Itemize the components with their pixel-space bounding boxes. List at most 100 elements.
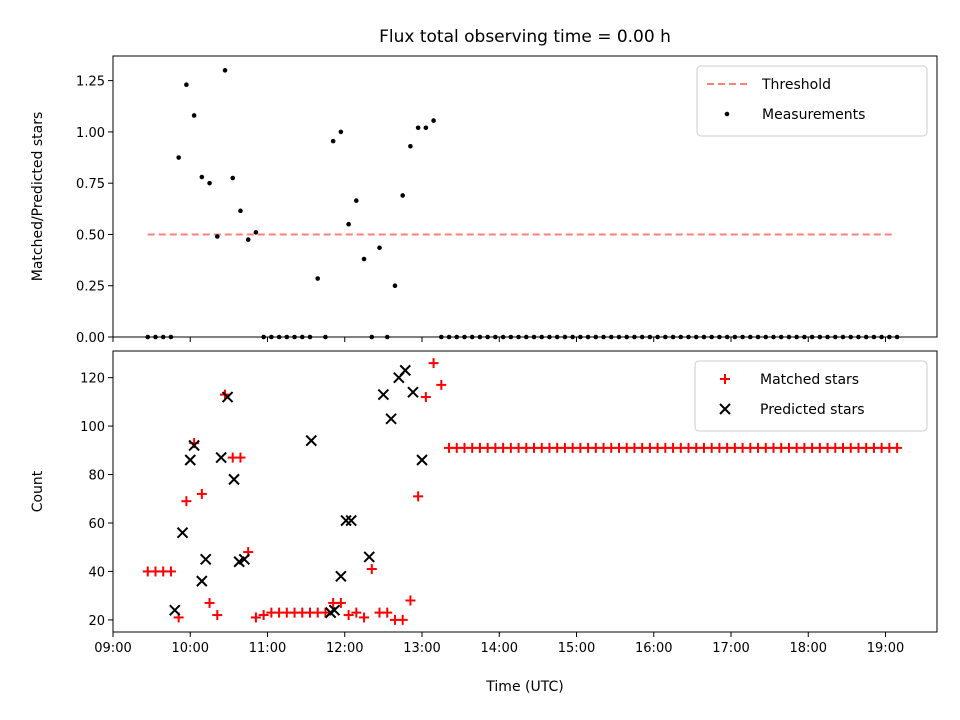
x-tick-label: 17:00 bbox=[712, 641, 749, 656]
predicted-star-point-d2 bbox=[196, 575, 208, 587]
matched-star-point bbox=[343, 610, 354, 621]
x-tick-label: 18:00 bbox=[790, 641, 827, 656]
legend-label: Predicted stars bbox=[760, 402, 865, 418]
measurement-point bbox=[199, 174, 205, 180]
predicted-star-point-d2 bbox=[416, 454, 428, 466]
predicted-star-point bbox=[385, 413, 397, 425]
matched-star-point bbox=[235, 452, 246, 463]
legend-label: Matched stars bbox=[760, 372, 859, 388]
legend-bottom: Matched stars Predicted stars bbox=[694, 360, 928, 432]
x-tick-label: 12:00 bbox=[326, 641, 363, 656]
predicted-star-point-d2 bbox=[305, 434, 317, 447]
measurement-point bbox=[176, 155, 181, 160]
predicted-star-point-d2 bbox=[328, 604, 341, 616]
matched-star-point bbox=[436, 379, 447, 390]
legend-swatch-d2 bbox=[719, 403, 731, 415]
matched-star-point bbox=[366, 564, 377, 575]
measurement-point bbox=[238, 208, 243, 214]
measurement-point bbox=[214, 234, 220, 239]
measurement-point bbox=[191, 113, 197, 118]
matched-star-point bbox=[892, 442, 903, 453]
predicted-star-point bbox=[176, 526, 189, 539]
predicted-star-point bbox=[363, 551, 375, 563]
matched-star-point bbox=[258, 610, 269, 621]
x-tick-label: 15:00 bbox=[558, 641, 595, 656]
y-tick-label: 0.00 bbox=[76, 331, 105, 346]
predicted-star-point bbox=[305, 434, 317, 447]
y-tick-label: 1.25 bbox=[76, 75, 105, 90]
measurement-point bbox=[400, 193, 405, 198]
y-tick-label: 120 bbox=[80, 372, 105, 387]
matched-star-point bbox=[382, 607, 393, 618]
y-axis-label-bottom: Count bbox=[30, 470, 46, 512]
plot-frame-top bbox=[112, 55, 938, 338]
matched-star-point bbox=[204, 597, 215, 608]
y-tick-label: 40 bbox=[88, 565, 105, 580]
measurement-point bbox=[253, 230, 259, 235]
y-tick-label: 0.75 bbox=[76, 177, 105, 192]
matched-star-point bbox=[428, 358, 439, 369]
measurement-point bbox=[330, 138, 336, 144]
matched-star-point bbox=[320, 607, 331, 618]
legend-label: Threshold bbox=[761, 77, 831, 93]
predicted-star-point-d2 bbox=[335, 570, 347, 582]
predicted-star-point bbox=[377, 388, 390, 401]
predicted-star-point-d2 bbox=[221, 391, 234, 403]
predicted-star-point bbox=[345, 514, 357, 527]
predicted-star-point-d2 bbox=[407, 386, 419, 398]
legend-swatch bbox=[720, 374, 730, 384]
y-tick-label: 80 bbox=[88, 469, 105, 484]
predicted-star-point bbox=[169, 604, 181, 616]
measurement-point bbox=[338, 129, 344, 135]
predicted-star-point bbox=[184, 454, 196, 466]
x-tick-label: 13:00 bbox=[403, 641, 440, 656]
predicted-star-point-d2 bbox=[399, 364, 411, 377]
predicted-star-point bbox=[188, 439, 200, 452]
chart-title: Flux total observing time = 0.00 h bbox=[379, 27, 671, 47]
bottom-panel: 09:00 10:00 11:00 12:00 13:00 14:00 15:00 16:00… bbox=[30, 350, 938, 656]
x-tick-label: 09:00 bbox=[94, 641, 131, 656]
matched-star-point bbox=[397, 614, 408, 625]
y-tick-label: 100 bbox=[80, 420, 105, 435]
measurement-point bbox=[184, 82, 189, 88]
predicted-star-point bbox=[407, 386, 419, 398]
matched-star-point bbox=[413, 491, 424, 502]
predicted-star-point-d2 bbox=[363, 551, 375, 563]
measurement-point bbox=[392, 283, 398, 289]
predicted-star-point-d2 bbox=[345, 514, 357, 527]
measurement-point bbox=[431, 118, 436, 123]
matched-star-point bbox=[420, 392, 431, 403]
predicted-star-point-d2 bbox=[228, 473, 240, 486]
legend-box bbox=[694, 360, 928, 432]
measurement-point bbox=[408, 143, 413, 149]
legend-top: Threshold Measurements bbox=[696, 65, 928, 137]
y-tick-label: 1.00 bbox=[76, 126, 105, 141]
measurement-point bbox=[415, 125, 421, 131]
legend-label: Measurements bbox=[762, 107, 865, 123]
x-tick-label: 11:00 bbox=[249, 641, 286, 656]
predicted-star-point-d2 bbox=[188, 439, 200, 452]
predicted-star-point bbox=[196, 575, 208, 587]
matched-star-point bbox=[181, 496, 192, 507]
predicted-star-point bbox=[340, 514, 352, 527]
measurement-point bbox=[222, 68, 228, 73]
y-axis-label-top: Matched/Predicted stars bbox=[30, 112, 46, 282]
predicted-star-point bbox=[328, 604, 341, 616]
legend-box bbox=[696, 65, 928, 137]
matched-star-point bbox=[405, 595, 416, 606]
measurement-point bbox=[354, 198, 359, 203]
x-tick-label: 19:00 bbox=[867, 641, 904, 656]
matched-star-point bbox=[335, 597, 346, 608]
measurement-point bbox=[377, 245, 382, 251]
y-tick-label: 0.50 bbox=[76, 228, 105, 243]
predicted-star-point bbox=[215, 451, 227, 464]
top-panel: 0.00 0.25 0.50 0.75 1.00 1.25 Matched/Predicte… bbox=[30, 55, 938, 346]
matched-star-point bbox=[196, 488, 207, 499]
y-tick-label: 60 bbox=[88, 517, 105, 532]
predicted-star-point-d2 bbox=[238, 553, 251, 566]
legend-swatch bbox=[724, 111, 730, 117]
predicted-star-point-d2 bbox=[215, 451, 227, 464]
plot-frame-bottom bbox=[112, 350, 938, 633]
predicted-star-point bbox=[416, 454, 428, 466]
